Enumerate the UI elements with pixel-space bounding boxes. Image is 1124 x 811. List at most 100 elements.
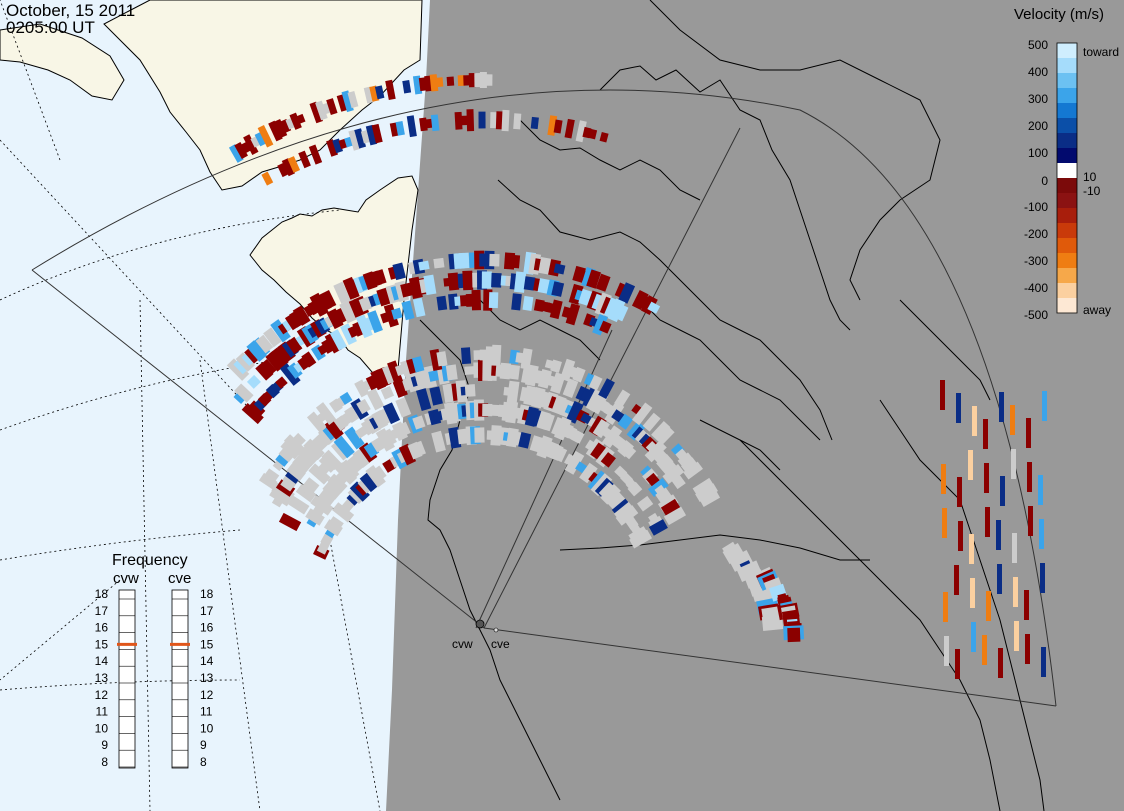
scatter-cell <box>599 320 612 334</box>
scatter-cell <box>495 111 504 130</box>
scatter-cell <box>324 332 342 354</box>
frequency-gauge-cvw <box>118 589 136 769</box>
frequency-radar-cve-label: cve <box>168 570 191 587</box>
scatter-cell <box>265 383 280 399</box>
scatter-cell <box>309 101 323 124</box>
scatter-cell <box>387 360 404 385</box>
colorbar-segment <box>1057 208 1077 224</box>
scatter-cell <box>395 120 405 136</box>
velocity-tick: 10 <box>1083 170 1097 184</box>
frequency-scale-label: 9 <box>200 738 207 752</box>
scatter-cell <box>1038 475 1043 505</box>
colorbar-segment <box>1057 163 1077 179</box>
radar-site-cve-marker <box>493 627 499 633</box>
scatter-cell <box>613 303 629 322</box>
scatter-cell <box>513 113 522 130</box>
colorbar-segment <box>1057 43 1077 59</box>
scatter-cell <box>275 452 291 467</box>
scatter-cell <box>969 534 974 564</box>
scatter-cell <box>462 270 474 291</box>
scatter-cell <box>559 358 576 382</box>
colorbar-segment <box>1057 283 1077 299</box>
velocity-tick: 300 <box>1028 92 1048 106</box>
scatter-cell <box>255 334 274 354</box>
scatter-cell <box>327 516 344 532</box>
scatter-cell <box>412 415 426 430</box>
scatter-cell <box>999 392 1004 422</box>
scatter-cell <box>297 356 311 371</box>
scatter-cell <box>621 444 637 460</box>
scatter-cell <box>240 141 252 154</box>
scatter-cell <box>982 635 987 665</box>
scatter-cell <box>1026 418 1031 448</box>
velocity-tick: -500 <box>1024 308 1048 322</box>
toward-label: toward <box>1083 45 1119 59</box>
scatter-cell <box>352 448 371 469</box>
scatter-cell <box>464 384 476 397</box>
scatter-cell <box>319 290 337 310</box>
scatter-cell <box>660 498 681 517</box>
scatter-cell <box>540 412 555 432</box>
scatter-cell <box>1027 462 1032 492</box>
scatter-cell <box>592 418 610 439</box>
scatter-cell <box>363 86 375 104</box>
scatter-cell <box>406 115 417 138</box>
scatter-cell <box>662 464 685 485</box>
scatter-cell <box>385 79 396 101</box>
night-shadow <box>386 0 1124 811</box>
frequency-scale-label: 10 <box>200 721 214 735</box>
scatter-cell <box>365 374 380 391</box>
scatter-cell <box>570 429 585 444</box>
scatter-cell <box>491 344 502 366</box>
scatter-cell <box>986 591 991 621</box>
scatter-cell <box>1014 621 1019 651</box>
scatter-cell <box>292 305 311 326</box>
frequency-scale-label: 14 <box>95 654 109 668</box>
scatter-cell <box>341 90 354 113</box>
scatter-cell <box>637 495 654 512</box>
scatter-cell <box>355 314 373 339</box>
velocity-tick: 0 <box>1041 174 1048 188</box>
colorbar-segment <box>1057 73 1077 89</box>
velocity-tick: -100 <box>1024 200 1048 214</box>
scatter-cell <box>511 293 522 311</box>
scatter-cell <box>692 477 715 497</box>
scatter-cell <box>508 364 521 380</box>
scatter-cell <box>365 124 378 146</box>
scatter-cell <box>382 402 401 425</box>
scatter-cell <box>553 263 566 275</box>
frequency-scale-label: 8 <box>200 755 207 769</box>
scatter-cell <box>346 454 364 474</box>
scatter-cell <box>1028 506 1033 536</box>
scatter-cell <box>474 72 482 88</box>
scatter-cell <box>971 622 976 652</box>
scatter-cell <box>463 75 471 86</box>
scatter-cell <box>940 380 945 410</box>
colorbar-segment <box>1057 238 1077 254</box>
scatter-cell <box>787 627 801 643</box>
scatter-cell <box>943 592 948 622</box>
colorbar-segment <box>1057 193 1077 209</box>
scatter-cell <box>590 442 607 461</box>
colorbar-segment <box>1057 118 1077 134</box>
scatter-cell <box>627 481 643 497</box>
scatter-cell <box>380 428 397 447</box>
frequency-scale-label: 16 <box>95 621 109 635</box>
scatter-cell <box>601 425 623 449</box>
scatter-cell <box>296 113 306 125</box>
scatter-cell <box>241 403 264 425</box>
scatter-cell <box>339 391 353 405</box>
frequency-scale-label: 13 <box>200 671 214 685</box>
scatter-cell <box>489 253 500 267</box>
scatter-cell <box>270 319 291 343</box>
scatter-cell <box>579 462 598 484</box>
velocity-tick: 200 <box>1028 119 1048 133</box>
velocity-legend-title: Velocity (m/s) <box>1014 6 1104 23</box>
scatter-cell <box>1000 476 1005 506</box>
scatter-cell <box>985 507 990 537</box>
graticule <box>0 0 381 811</box>
scatter-cell <box>278 512 302 532</box>
scatter-cell <box>968 450 973 480</box>
scatter-cell <box>761 615 784 632</box>
